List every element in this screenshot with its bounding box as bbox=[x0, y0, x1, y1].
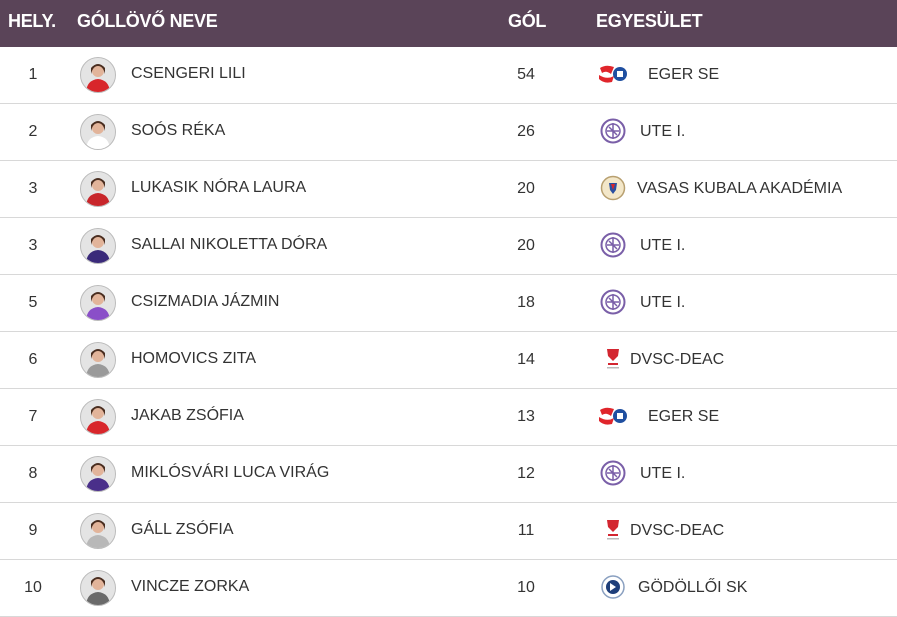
rank-cell: 8 bbox=[28, 465, 38, 482]
club-name[interactable]: UTE I. bbox=[640, 294, 686, 311]
table-row: 6 HOMOVICS ZITA 14 DVSC-DEAC bbox=[0, 332, 897, 389]
table-row: 5 CSIZMADIA JÁZMIN 18 UTE I. bbox=[0, 275, 897, 332]
club-name[interactable]: VASAS KUBALA AKADÉMIA bbox=[637, 180, 843, 197]
player-avatar bbox=[80, 228, 116, 264]
ute-logo-icon bbox=[598, 460, 628, 486]
rank-cell: 2 bbox=[28, 123, 38, 140]
table-row: 8 MIKLÓSVÁRI LUCA VIRÁG 12 UTE I. bbox=[0, 446, 897, 503]
player-name[interactable]: SOÓS RÉKA bbox=[131, 122, 226, 139]
dvsc-logo-icon bbox=[598, 518, 628, 542]
player-avatar bbox=[80, 399, 116, 435]
player-avatar bbox=[80, 570, 116, 606]
rank-cell: 6 bbox=[28, 351, 38, 368]
club-name[interactable]: DVSC-DEAC bbox=[630, 351, 725, 368]
rank-cell: 10 bbox=[24, 579, 42, 596]
goals-cell: 10 bbox=[517, 579, 535, 596]
player-name[interactable]: SALLAI NIKOLETTA DÓRA bbox=[131, 236, 328, 253]
goals-cell: 26 bbox=[517, 123, 535, 140]
club-name[interactable]: EGER SE bbox=[648, 408, 720, 425]
player-avatar bbox=[80, 456, 116, 492]
vasas-logo-icon bbox=[598, 175, 628, 201]
rank-cell: 5 bbox=[28, 294, 38, 311]
header-rank: HELY. bbox=[8, 11, 56, 31]
player-avatar bbox=[80, 513, 116, 549]
table-row: 2 SOÓS RÉKA 26 UTE I. bbox=[0, 104, 897, 161]
player-name[interactable]: HOMOVICS ZITA bbox=[131, 350, 257, 367]
rank-cell: 3 bbox=[28, 180, 38, 197]
dvsc-logo-icon bbox=[598, 347, 628, 371]
player-avatar bbox=[80, 342, 116, 378]
ute-logo-icon bbox=[598, 289, 628, 315]
club-name[interactable]: UTE I. bbox=[640, 465, 686, 482]
eger-se-logo-icon bbox=[598, 404, 628, 428]
ute-logo-icon bbox=[598, 232, 628, 258]
eger-se-logo-icon bbox=[598, 62, 628, 86]
table-row: 10 VINCZE ZORKA 10 GÖDÖLLŐI SK bbox=[0, 560, 897, 617]
table-row: 7 JAKAB ZSÓFIA 13 EGER SE bbox=[0, 389, 897, 446]
player-name[interactable]: MIKLÓSVÁRI LUCA VIRÁG bbox=[131, 464, 330, 481]
player-name[interactable]: CSENGERI LILI bbox=[131, 65, 246, 82]
club-name[interactable]: UTE I. bbox=[640, 123, 686, 140]
table-row: 1 CSENGERI LILI 54 EGER SE bbox=[0, 47, 897, 104]
player-name[interactable]: LUKASIK NÓRA LAURA bbox=[131, 179, 307, 196]
goals-cell: 54 bbox=[517, 66, 535, 83]
goals-cell: 14 bbox=[517, 351, 535, 368]
table-row: 3 LUKASIK NÓRA LAURA 20 VASAS KUBALA AKADÉM… bbox=[0, 161, 897, 218]
header-name: GÓLLÖVŐ NEVE bbox=[77, 11, 218, 31]
goals-cell: 20 bbox=[517, 237, 535, 254]
goals-cell: 11 bbox=[517, 522, 535, 539]
goals-cell: 13 bbox=[517, 408, 535, 425]
header-goals: GÓL bbox=[508, 11, 547, 31]
player-avatar bbox=[80, 171, 116, 207]
club-name[interactable]: GÖDÖLLŐI SK bbox=[638, 579, 748, 596]
goals-cell: 18 bbox=[517, 294, 535, 311]
club-name[interactable]: EGER SE bbox=[648, 66, 720, 83]
rank-cell: 9 bbox=[28, 522, 38, 539]
player-avatar bbox=[80, 114, 116, 150]
table-row: 3 SALLAI NIKOLETTA DÓRA 20 UTE I. bbox=[0, 218, 897, 275]
player-name[interactable]: JAKAB ZSÓFIA bbox=[131, 407, 244, 424]
club-name[interactable]: UTE I. bbox=[640, 237, 686, 254]
godolloi-sk-logo-icon bbox=[598, 575, 628, 599]
player-avatar bbox=[80, 57, 116, 93]
rank-cell: 7 bbox=[28, 408, 38, 425]
table-body: 1 CSENGERI LILI 54 EGER SE 2 SOÓS RÉKA 26 UTE I… bbox=[0, 47, 897, 617]
rank-cell: 1 bbox=[28, 66, 38, 83]
player-avatar bbox=[80, 285, 116, 321]
goals-cell: 12 bbox=[517, 465, 535, 482]
table-row: 9 GÁLL ZSÓFIA 11 DVSC-DEAC bbox=[0, 503, 897, 560]
header-club: EGYESÜLET bbox=[596, 11, 703, 31]
player-name[interactable]: GÁLL ZSÓFIA bbox=[131, 521, 234, 538]
ute-logo-icon bbox=[598, 118, 628, 144]
club-name[interactable]: DVSC-DEAC bbox=[630, 522, 725, 539]
table-header: HELY. GÓLLÖVŐ NEVE GÓL EGYESÜLET bbox=[0, 0, 897, 47]
rank-cell: 3 bbox=[28, 237, 38, 254]
player-name[interactable]: VINCZE ZORKA bbox=[131, 578, 250, 595]
goals-cell: 20 bbox=[517, 180, 535, 197]
player-name[interactable]: CSIZMADIA JÁZMIN bbox=[131, 293, 280, 310]
